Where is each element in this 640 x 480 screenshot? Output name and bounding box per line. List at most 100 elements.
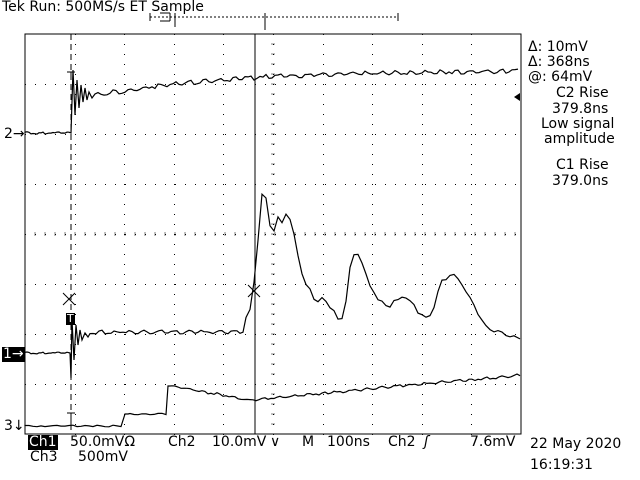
- grid-dot: [323, 324, 324, 325]
- grid-dot: [345, 134, 346, 135]
- grid-dot: [475, 184, 476, 185]
- grid-dot: [425, 84, 426, 85]
- grid-dot: [75, 384, 76, 385]
- grid-dot: [55, 284, 56, 285]
- grid-dot: [471, 294, 472, 295]
- grid-dot: [323, 44, 324, 45]
- grid-dot: [75, 204, 76, 205]
- grid-dot: [124, 184, 125, 185]
- grid-dot: [422, 244, 423, 245]
- grid-dot: [355, 184, 356, 185]
- grid-dot: [175, 134, 176, 135]
- cursor-1-foot-marker: [67, 412, 75, 424]
- grid-dot: [124, 304, 125, 305]
- grid-dot: [185, 334, 186, 335]
- grid-dot: [405, 84, 406, 85]
- grid-dot: [245, 134, 246, 135]
- grid-dot: [515, 134, 516, 135]
- grid-dot: [345, 84, 346, 85]
- grid-dot: [323, 114, 324, 115]
- c1-rise-title: C1 Rise: [556, 157, 609, 173]
- grid-dot: [174, 144, 175, 145]
- grid-dot: [471, 314, 472, 315]
- grid-dot: [475, 384, 476, 385]
- grid-dot: [165, 284, 166, 285]
- grid-dot: [422, 344, 423, 345]
- grid-dot: [471, 424, 472, 425]
- grid-dot: [455, 284, 456, 285]
- grid-dot: [124, 134, 125, 135]
- grid-dot: [471, 164, 472, 165]
- grid-dot: [35, 84, 36, 85]
- grid-dot: [295, 284, 296, 285]
- grid-dot: [315, 134, 316, 135]
- grid-dot: [155, 84, 156, 85]
- grid-dot: [372, 324, 373, 325]
- grid-dot: [215, 184, 216, 185]
- grid-dot: [215, 234, 216, 235]
- grid-dot: [485, 84, 486, 85]
- trigger-position-marker: T: [66, 312, 75, 325]
- grid-dot: [95, 384, 96, 385]
- grid-dot: [115, 84, 116, 85]
- grid-dot: [223, 344, 224, 345]
- grid-dot: [75, 164, 76, 165]
- grid-dot: [145, 384, 146, 385]
- grid-dot: [323, 144, 324, 145]
- grid-dot: [455, 184, 456, 185]
- grid-dot: [385, 134, 386, 135]
- grid-dot: [345, 334, 346, 335]
- grid-dot: [215, 84, 216, 85]
- grid-dot: [124, 114, 125, 115]
- grid-dot: [505, 384, 506, 385]
- grid-dot: [273, 344, 274, 345]
- grid-dot: [124, 434, 125, 435]
- grid-dot: [223, 384, 224, 385]
- grid-dot: [471, 234, 472, 235]
- grid-dot: [315, 184, 316, 185]
- grid-dot: [124, 64, 125, 65]
- ch2-label[interactable]: Ch2: [168, 434, 196, 450]
- grid-dot: [124, 234, 125, 235]
- grid-dot: [515, 184, 516, 185]
- grid-dot: [35, 384, 36, 385]
- grid-dot: [75, 154, 76, 155]
- grid-dot: [305, 334, 306, 335]
- ch3-label[interactable]: Ch3: [30, 449, 58, 465]
- grid-dot: [155, 234, 156, 235]
- grid-dot: [205, 84, 206, 85]
- grid-dot: [185, 384, 186, 385]
- grid-dot: [405, 334, 406, 335]
- grid-dot: [422, 264, 423, 265]
- grid-dot: [372, 274, 373, 275]
- grid-dot: [372, 214, 373, 215]
- grid-dot: [375, 84, 376, 85]
- grid-dot: [305, 234, 306, 235]
- grid-dot: [365, 234, 366, 235]
- grid-dot: [465, 234, 466, 235]
- grid-dot: [115, 234, 116, 235]
- graticule-grid: [24, 33, 516, 435]
- grid-dot: [273, 274, 274, 275]
- grid-dot: [315, 284, 316, 285]
- grid-dot: [65, 84, 66, 85]
- ch1-label[interactable]: Ch1: [28, 434, 58, 450]
- grid-dot: [124, 384, 125, 385]
- grid-dot: [485, 334, 486, 335]
- grid-dot: [174, 134, 175, 135]
- grid-dot: [372, 64, 373, 65]
- grid-dot: [285, 234, 286, 235]
- grid-dot: [422, 324, 423, 325]
- grid-dot: [124, 34, 125, 35]
- grid-dot: [422, 164, 423, 165]
- grid-dot: [124, 204, 125, 205]
- grid-dot: [515, 334, 516, 335]
- grid-dot: [124, 144, 125, 145]
- grid-dot: [205, 234, 206, 235]
- grid-dot: [405, 184, 406, 185]
- grid-dot: [422, 384, 423, 385]
- grid-dot: [323, 244, 324, 245]
- grid-dot: [422, 284, 423, 285]
- grid-dot: [372, 154, 373, 155]
- grid-dot: [335, 84, 336, 85]
